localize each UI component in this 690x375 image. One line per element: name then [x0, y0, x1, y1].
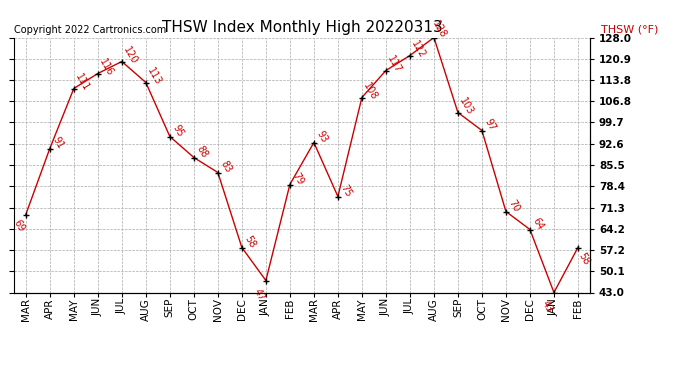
Text: 120: 120 — [121, 45, 139, 66]
Text: 69: 69 — [12, 218, 26, 233]
Text: THSW (°F): THSW (°F) — [602, 25, 659, 35]
Text: 103: 103 — [457, 96, 475, 117]
Text: 97: 97 — [483, 117, 497, 133]
Text: 108: 108 — [362, 81, 379, 102]
Text: 91: 91 — [51, 135, 66, 151]
Text: 79: 79 — [290, 171, 306, 187]
Text: 58: 58 — [576, 251, 591, 267]
Text: Copyright 2022 Cartronics.com: Copyright 2022 Cartronics.com — [14, 25, 166, 35]
Text: 117: 117 — [385, 54, 403, 75]
Text: 113: 113 — [145, 66, 163, 87]
Text: 83: 83 — [219, 159, 234, 175]
Text: 88: 88 — [195, 144, 210, 160]
Text: 95: 95 — [170, 123, 186, 139]
Title: THSW Index Monthly High 20220313: THSW Index Monthly High 20220313 — [161, 20, 442, 35]
Text: 93: 93 — [315, 129, 330, 145]
Text: 122: 122 — [409, 39, 427, 60]
Text: 116: 116 — [97, 57, 115, 78]
Text: 64: 64 — [531, 216, 546, 232]
Text: 47: 47 — [251, 286, 266, 302]
Text: 58: 58 — [243, 234, 257, 250]
Text: 128: 128 — [431, 19, 448, 40]
Text: 70: 70 — [507, 198, 522, 214]
Text: 43: 43 — [540, 298, 554, 314]
Text: 111: 111 — [73, 72, 91, 93]
Text: 75: 75 — [339, 183, 354, 199]
